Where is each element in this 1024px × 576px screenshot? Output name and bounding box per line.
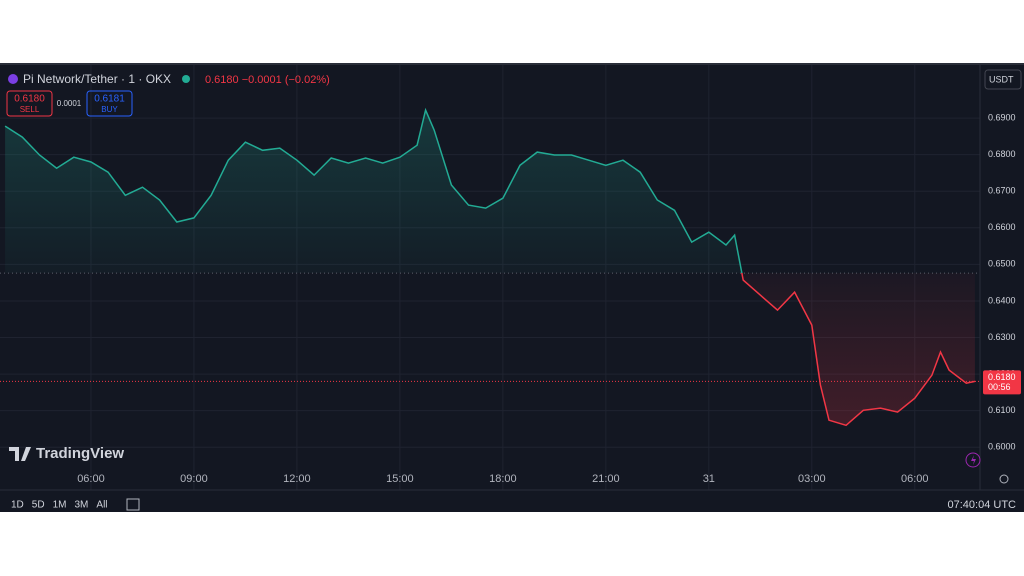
x-tick-label: 15:00 [386,473,414,485]
baseline-area [5,110,975,426]
range-button[interactable]: 1D [11,500,24,511]
price-change: 0.6180 −0.0001 (−0.02%) [205,74,330,86]
range-button[interactable]: 3M [75,500,89,511]
top-border [0,63,1024,65]
market-status [182,75,190,83]
spread: 0.0001 [57,99,82,108]
x-tick-label: 12:00 [283,473,311,485]
range-button[interactable]: 1M [53,500,67,511]
y-tick-label: 0.6300 [988,332,1016,342]
settings-button[interactable] [999,474,1009,484]
plot [0,65,980,490]
sell-price: 0.6180 [14,94,45,105]
brand: TradingView [36,445,124,462]
x-tick-label: 03:00 [798,473,826,485]
sell-label: SELL [20,105,40,114]
symbol-logo [8,74,18,84]
range-button[interactable]: 5D [32,500,45,511]
y-tick-label: 0.6000 [988,442,1016,452]
x-tick-label: 21:00 [592,473,620,485]
buy-price: 0.6181 [94,94,125,105]
current-price-label: 0.6180 [988,372,1016,382]
y-tick-label: 0.6600 [988,222,1016,232]
x-tick-label: 18:00 [489,473,517,485]
brand-icon [9,447,31,461]
x-tick-label: 06:00 [77,473,105,485]
x-tick-label: 06:00 [901,473,929,485]
lightning-icon [971,455,976,465]
buy-label: BUY [101,105,118,114]
y-tick-label: 0.6400 [988,295,1016,305]
bottom-margin [0,512,1024,576]
clock: 07:40:04 UTC [948,499,1017,511]
date-range-icon[interactable] [126,498,140,511]
countdown: 00:56 [988,382,1011,392]
y-tick-label: 0.6100 [988,405,1016,415]
sell-button[interactable] [6,90,53,117]
range-button[interactable]: All [96,500,107,511]
buy-button[interactable] [86,90,133,117]
y-tick-label: 0.6700 [988,186,1016,196]
price-line [4,107,976,427]
lightning-button[interactable] [965,452,981,468]
currency: USDT [989,74,1014,84]
x-tick-label: 09:00 [180,473,208,485]
range-bar: 1D 5D 1M 3M All [11,500,108,511]
y-tick-label: 0.6500 [988,259,1016,269]
symbol-title[interactable]: Pi Network/Tether · 1 · OKX [23,72,171,86]
currency-select[interactable] [984,69,1022,90]
x-tick-label: 31 [703,473,715,485]
current-price-tag [983,370,1021,395]
y-tick-label: 0.6800 [988,149,1016,159]
y-tick-label: 0.6900 [988,112,1016,122]
